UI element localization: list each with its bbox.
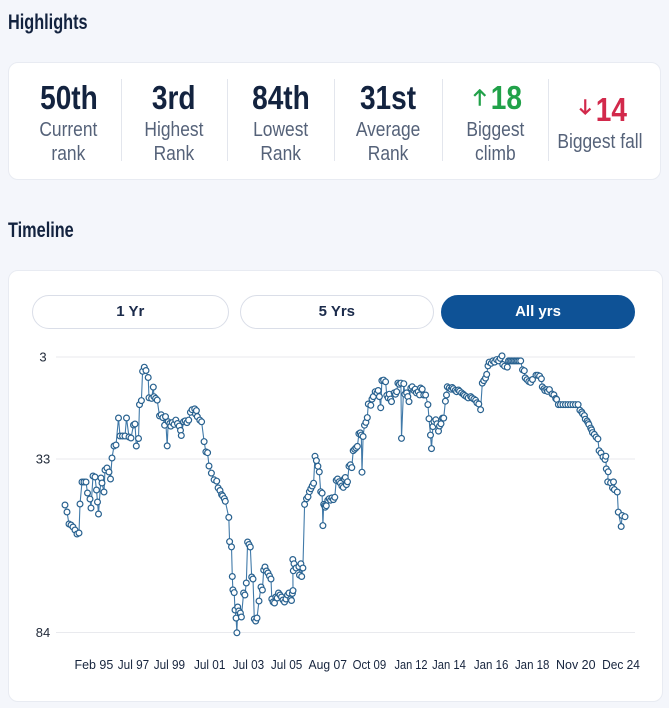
svg-text:Jan 12: Jan 12 bbox=[395, 658, 428, 672]
svg-text:Jul 05: Jul 05 bbox=[271, 658, 302, 672]
svg-text:Aug 07: Aug 07 bbox=[309, 658, 348, 672]
svg-text:Jul 97: Jul 97 bbox=[118, 658, 149, 672]
svg-text:Jul 03: Jul 03 bbox=[233, 658, 264, 672]
svg-text:Jul 99: Jul 99 bbox=[154, 658, 185, 672]
svg-text:Oct 09: Oct 09 bbox=[353, 658, 387, 672]
svg-text:33: 33 bbox=[36, 452, 50, 467]
svg-text:Jul 01: Jul 01 bbox=[194, 658, 225, 672]
svg-text:Jan 16: Jan 16 bbox=[474, 658, 509, 672]
svg-text:Nov 20: Nov 20 bbox=[556, 658, 596, 672]
svg-text:84: 84 bbox=[36, 625, 50, 640]
svg-text:Jan 14: Jan 14 bbox=[432, 658, 466, 672]
svg-text:Dec 24: Dec 24 bbox=[602, 658, 640, 672]
svg-text:Jan 18: Jan 18 bbox=[515, 658, 550, 672]
svg-text:3: 3 bbox=[39, 350, 46, 365]
svg-text:Feb 95: Feb 95 bbox=[75, 658, 114, 672]
